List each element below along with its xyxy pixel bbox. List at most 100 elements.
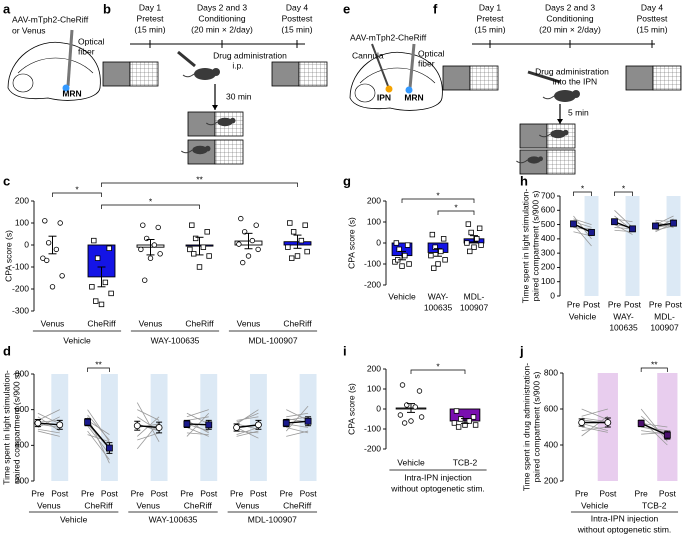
data-point (418, 414, 425, 420)
significance-bracket (573, 191, 592, 196)
mouse-head (229, 117, 236, 124)
data-point (49, 284, 56, 290)
timeline-phase: Posttest (637, 13, 668, 23)
y-axis-label: paired compartment (s/900 s) (11, 372, 21, 483)
x-tick-label: CheRiff (283, 500, 312, 510)
subject-line (581, 408, 608, 417)
data-point (245, 253, 252, 259)
data-point (464, 240, 470, 246)
mean-marker (670, 219, 677, 227)
mean-marker (611, 218, 618, 226)
y-tick-label: 200 (367, 363, 381, 373)
timeline-duration: (15 min) (474, 24, 505, 34)
mean-marker (637, 419, 645, 427)
data-point (240, 259, 246, 266)
significance-bracket (640, 367, 668, 372)
x-sublabel: Pre (575, 488, 589, 498)
cannula-label: Cannula (352, 50, 384, 60)
y-tick-label: 100 (367, 383, 381, 393)
data-point (428, 252, 434, 259)
data-point (466, 418, 472, 424)
brain-outline (7, 41, 101, 101)
mrn-site (62, 84, 70, 92)
data-point (465, 221, 472, 227)
group-label: MDL-100907 (248, 335, 297, 345)
drug-label: into the IPN (553, 76, 597, 86)
y-tick-label: -200 (364, 279, 381, 289)
data-point (304, 248, 310, 255)
significance-label: * (622, 183, 626, 193)
x-sublabel: Pre (131, 488, 145, 498)
mean-line (640, 422, 668, 436)
data-point (42, 218, 48, 224)
drug-label: Drug administration (213, 50, 287, 60)
mean-marker (663, 431, 671, 439)
y-tick-label: 200 (15, 195, 29, 205)
subject-line (581, 426, 608, 433)
data-point (53, 246, 60, 253)
significance-bracket (401, 198, 475, 203)
data-point (442, 257, 448, 263)
x-sublabel: Post (101, 488, 119, 498)
significance-label: * (454, 202, 458, 212)
x-tick-label: 100907 (650, 322, 679, 332)
y-axis-label: Time spent in light stimulation- (520, 189, 530, 304)
x-sublabel: Pre (635, 488, 649, 498)
mean-marker (588, 229, 595, 236)
data-point (431, 265, 437, 271)
mean-marker (255, 421, 262, 429)
data-point (196, 264, 203, 270)
mean-marker (155, 424, 163, 431)
significance-bracket (437, 210, 475, 215)
y-tick-label: -300 (12, 305, 29, 315)
x-tick-label: Vehicle (581, 500, 609, 510)
data-point (192, 235, 199, 242)
x-tick-label: MDL- (464, 291, 485, 301)
x-tick-label: 100635 (424, 302, 453, 312)
mouse-head (212, 68, 220, 76)
data-point (249, 237, 256, 244)
y-tick-label: 200 (541, 262, 555, 272)
mean-marker (652, 222, 659, 230)
subject-line (186, 427, 209, 437)
x-sublabel: Pre (280, 488, 294, 498)
panel-label: a (3, 1, 11, 16)
data-point (91, 237, 97, 244)
y-axis-label: CPA score (s) (3, 230, 13, 282)
timeline-day: Day 4 (641, 2, 663, 12)
significance-label: ** (196, 174, 203, 184)
x-tick-label: TCB-2 (453, 457, 478, 467)
group-label: Vehicle (60, 514, 88, 524)
mean-marker (56, 421, 64, 429)
significance-label: * (149, 196, 153, 206)
data-point (253, 222, 259, 228)
y-tick-label: 500 (541, 219, 555, 229)
subject-line (37, 409, 60, 421)
timeline-phase: Pretest (137, 13, 165, 23)
subject-line (37, 423, 60, 428)
group-label: without optogenetic stim. (390, 483, 485, 493)
data-point (206, 253, 212, 259)
mrn-site (405, 86, 413, 94)
data-point (157, 251, 163, 257)
chamber-dark (271, 61, 300, 87)
mean-line (236, 424, 259, 429)
y-tick-label: 400 (541, 233, 555, 243)
timeline-day: Day 4 (286, 2, 308, 12)
chamber-dark (102, 61, 131, 87)
timeline-day: Days 2 and 3 (197, 2, 247, 12)
mean-marker (233, 424, 240, 431)
x-tick-label: WAY- (613, 311, 634, 321)
mouse-head (562, 129, 569, 136)
timeline-phase: Conditioning (198, 13, 246, 23)
timeline-phase: Conditioning (546, 13, 594, 23)
data-point (108, 290, 114, 297)
x-sublabel: Post (51, 488, 69, 498)
optical-fiber (408, 43, 416, 89)
data-point (255, 246, 261, 253)
chamber-grid (546, 149, 576, 175)
group-label: Intra-IPN injection (591, 513, 659, 523)
mean-line (87, 421, 110, 449)
y-tick-label: 100 (541, 276, 555, 286)
significance-label: * (581, 183, 585, 193)
